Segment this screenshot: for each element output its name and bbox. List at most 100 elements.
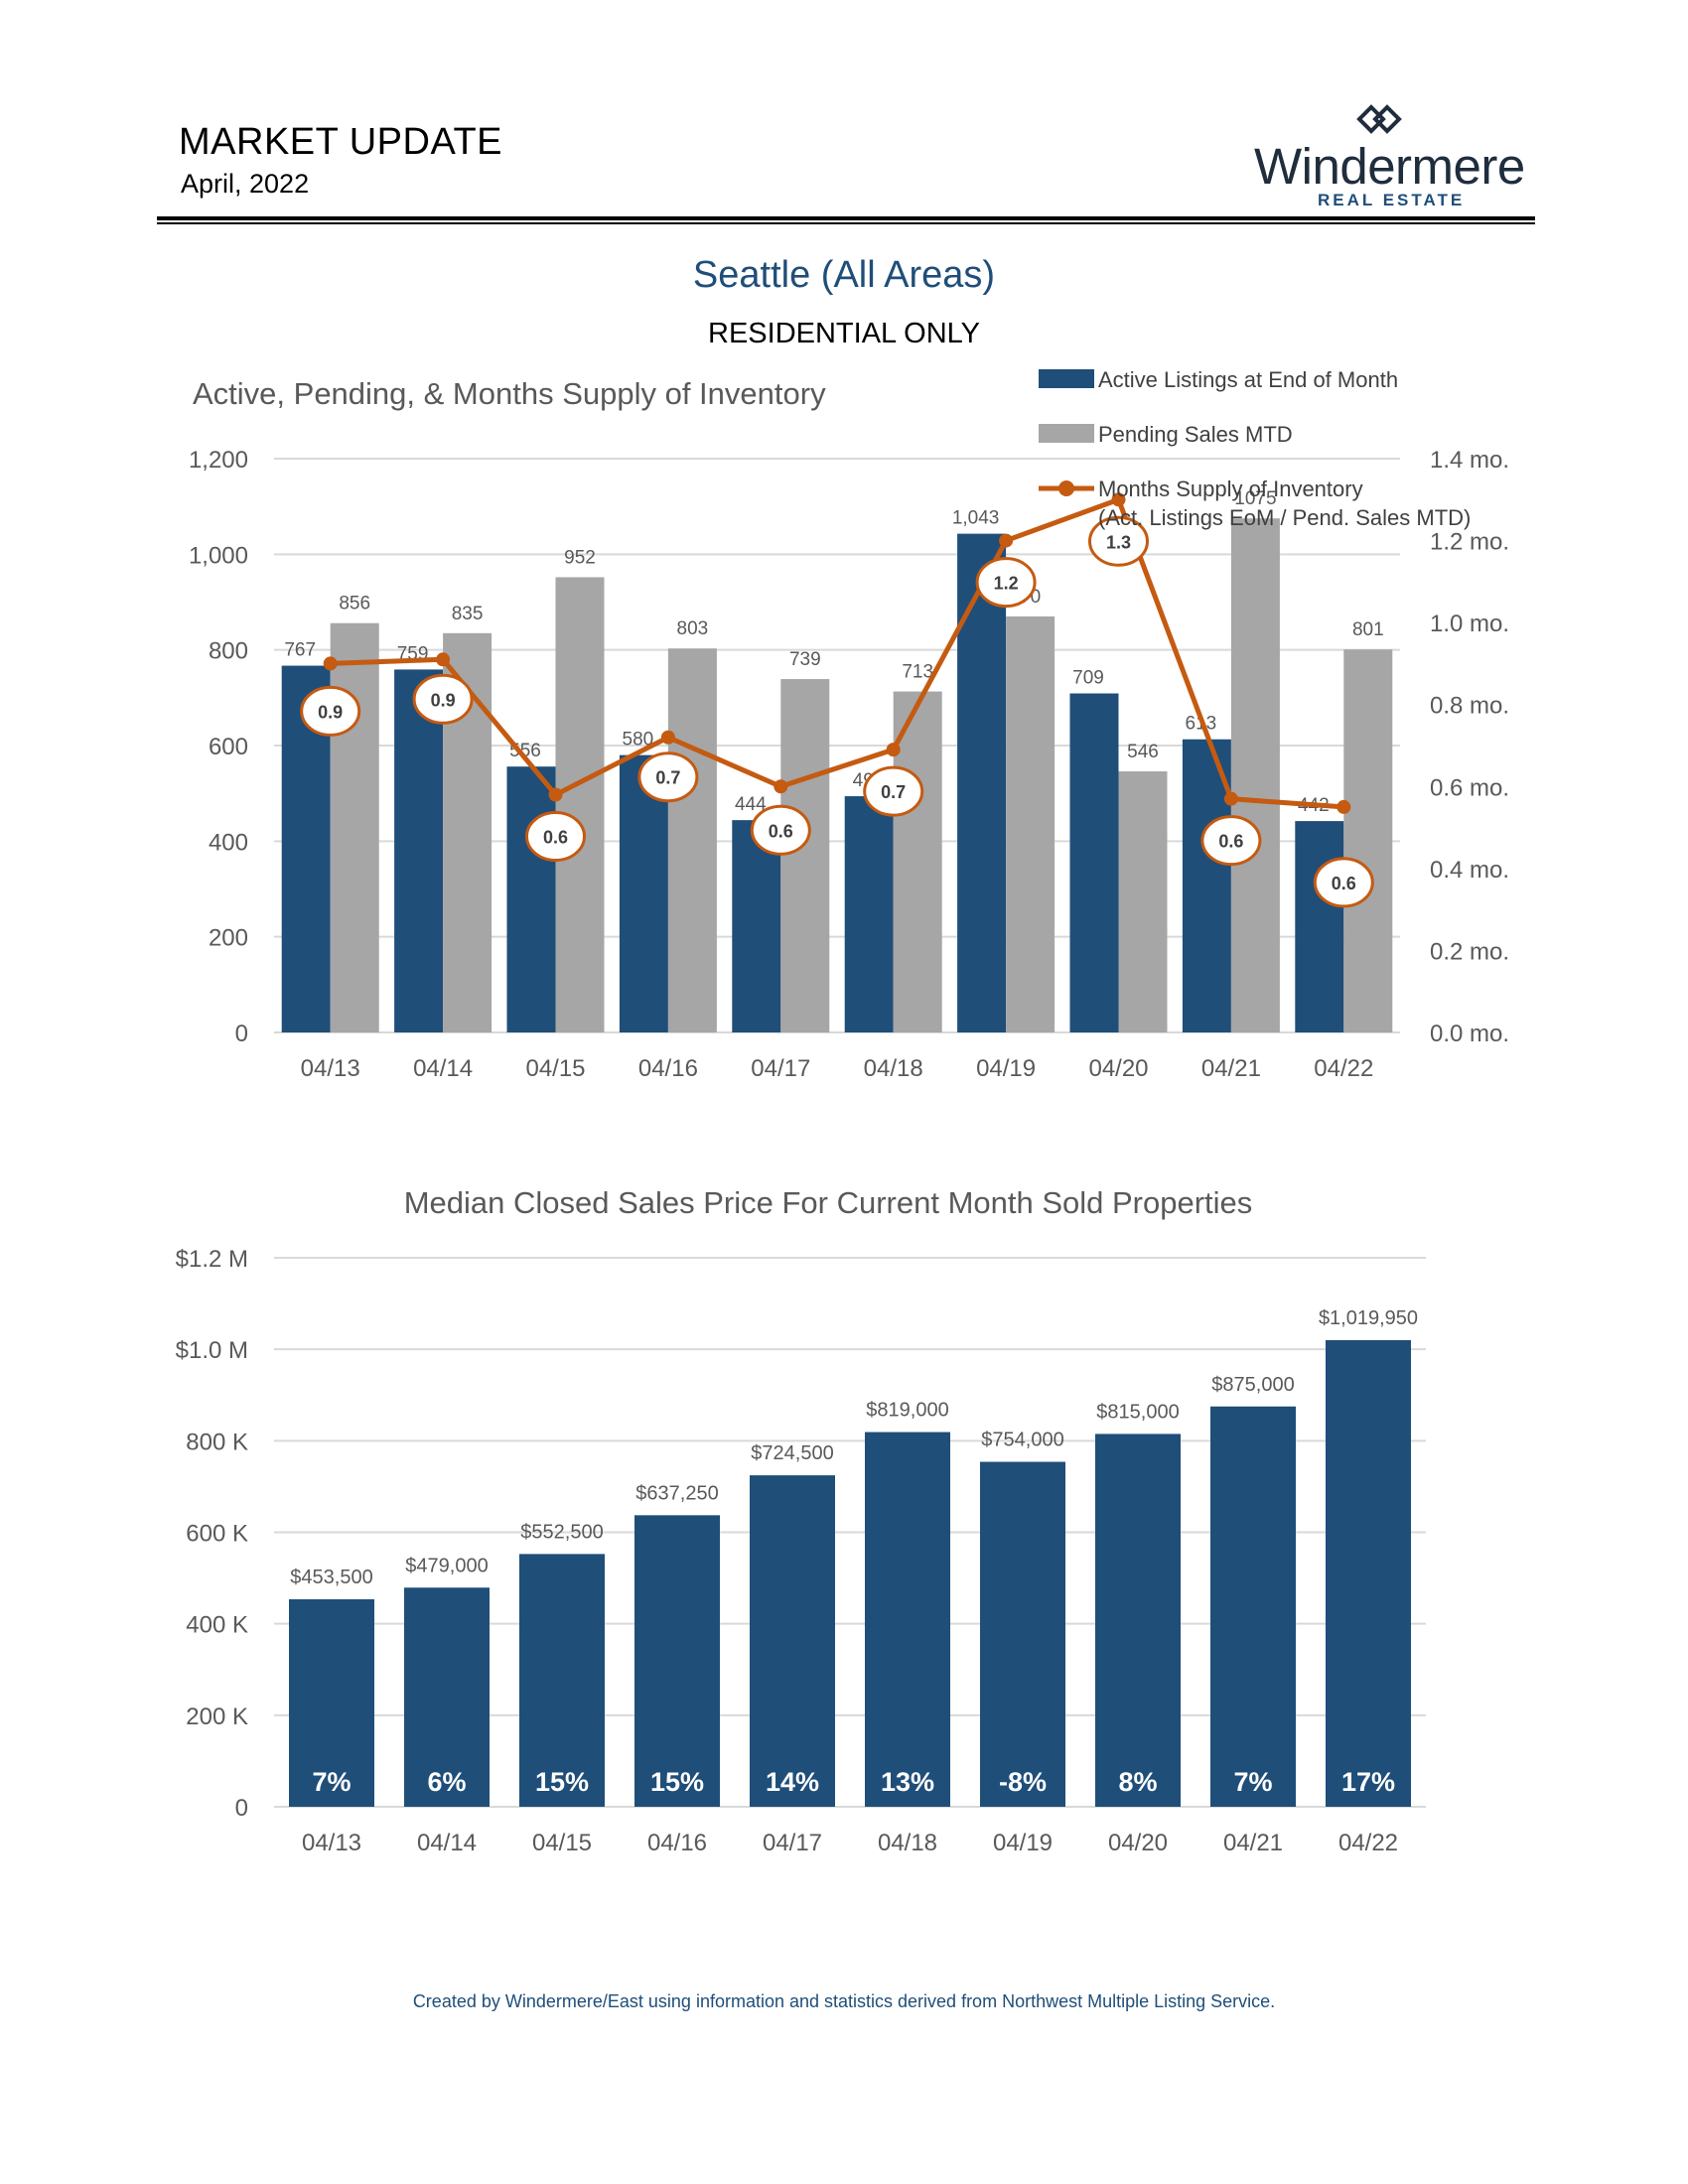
x-tick-label: 04/14 [413,1055,473,1082]
x-tick-label: 04/18 [864,1055,923,1082]
median-price-bar [404,1587,490,1807]
yoy-change-label: -8% [999,1767,1047,1797]
median-price-label: $552,500 [520,1521,603,1543]
months-supply-marker [1336,799,1351,814]
months-supply-callout [1200,815,1262,867]
active-listings-label: 1,043 [952,508,1000,529]
report-date: April, 2022 [181,169,310,199]
median-price-label: $815,000 [1096,1401,1179,1423]
months-supply-marker [436,652,451,667]
y-tick-label: 0 [235,1795,248,1822]
active-listings-bar [957,533,1007,1032]
y-left-tick-label: 200 [209,925,248,952]
months-supply-marker [1111,492,1126,507]
months-supply-marker [548,787,563,802]
y-tick-label: $1.0 M [176,1337,248,1364]
windermere-diamond-icon [1356,104,1402,134]
x-tick-label: 04/20 [1088,1055,1148,1082]
inventory-chart: Active, Pending, & Months Supply of Inve… [189,367,1509,1082]
active-listings-bar [394,669,444,1032]
brand-subtitle: REAL ESTATE [1318,191,1466,209]
y-left-tick-label: 400 [209,829,248,856]
pending-sales-bar [1118,771,1168,1032]
x-tick-label: 04/13 [302,1830,361,1856]
yoy-change-label: 6% [427,1767,466,1797]
months-supply-callout [1088,515,1149,567]
months-supply-label: 0.7 [655,768,680,788]
months-supply-label: 0.6 [1332,874,1356,893]
yoy-change-label: 17% [1341,1767,1395,1797]
yoy-change-label: 13% [881,1767,934,1797]
months-supply-marker [660,730,675,745]
legend-swatch-active [1039,369,1094,388]
y-left-tick-label: 1,000 [189,542,248,569]
pending-sales-bar [330,622,379,1032]
months-supply-marker [323,656,338,671]
months-supply-callout [300,685,361,737]
x-tick-label: 04/21 [1201,1055,1261,1082]
active-listings-label: 444 [735,794,767,815]
months-supply-callout [750,804,811,856]
median-price-bar [980,1461,1065,1807]
pending-sales-bar [893,691,942,1032]
chart-title: Active, Pending, & Months Supply of Inve… [193,376,826,411]
months-supply-marker [886,743,901,757]
median-price-label: $479,000 [405,1555,488,1576]
median-price-label: $875,000 [1211,1374,1294,1396]
months-supply-callout [637,751,699,803]
report-title: MARKET UPDATE [179,121,503,163]
months-supply-label: 0.9 [431,690,456,710]
months-supply-label: 1.2 [994,574,1019,594]
months-supply-marker [774,779,788,794]
y-left-tick-label: 800 [209,638,248,665]
median-price-label: $637,250 [635,1482,718,1504]
y-left-tick-label: 0 [235,1021,248,1047]
active-listings-bar [732,820,781,1032]
median-price-bar [1095,1433,1181,1807]
pending-sales-label: 803 [677,618,709,639]
y-tick-label: 200 K [186,1704,248,1730]
legend-label-supply: Months Supply of Inventory [1098,477,1363,501]
yoy-change-label: 7% [312,1767,351,1797]
legend-label-supply-formula: (Act. Listings EoM / Pend. Sales MTD) [1098,505,1471,530]
months-supply-callout [1313,857,1374,908]
median-price-label: $819,000 [866,1400,948,1422]
pending-sales-bar [555,577,605,1032]
brand-logo: Windermere REAL ESTATE [1246,103,1534,212]
footer-credit: Created by Windermere/East using informa… [412,1991,1276,2011]
median-price-label: $754,000 [981,1430,1063,1451]
legend-swatch-supply-marker [1058,480,1074,496]
pending-sales-bar [1343,649,1393,1032]
active-listings-bar [1295,821,1344,1032]
y-tick-label: 400 K [186,1612,248,1639]
active-listings-label: 709 [1072,667,1104,688]
months-supply-callout [525,811,586,863]
median-price-bar [1326,1339,1411,1807]
yoy-change-label: 15% [535,1767,589,1797]
median-price-label: $724,500 [751,1442,833,1464]
months-supply-callout [975,557,1037,609]
x-tick-label: 04/20 [1108,1830,1168,1856]
x-tick-label: 04/21 [1223,1830,1283,1856]
median-price-bar [519,1554,605,1807]
months-supply-label: 0.6 [1218,832,1243,852]
active-listings-bar [506,766,556,1032]
yoy-change-label: 14% [766,1767,819,1797]
x-tick-label: 04/13 [301,1055,360,1082]
pending-sales-bar [1006,615,1055,1032]
region-subtitle: RESIDENTIAL ONLY [708,318,980,349]
y-right-tick-label: 0.2 mo. [1430,938,1509,965]
pending-sales-label: 713 [902,662,933,683]
x-tick-label: 04/17 [763,1830,822,1856]
legend-label-active: Active Listings at End of Month [1098,367,1398,392]
months-supply-label: 0.9 [318,702,343,722]
y-right-tick-label: 0.8 mo. [1430,693,1509,720]
pending-sales-label: 952 [564,547,596,568]
months-supply-callout [863,765,924,817]
pending-sales-label: 739 [789,649,821,670]
header-rule [157,216,1535,220]
x-tick-label: 04/15 [525,1055,585,1082]
x-tick-label: 04/16 [647,1830,707,1856]
active-listings-bar [844,796,894,1032]
x-tick-label: 04/19 [993,1830,1053,1856]
